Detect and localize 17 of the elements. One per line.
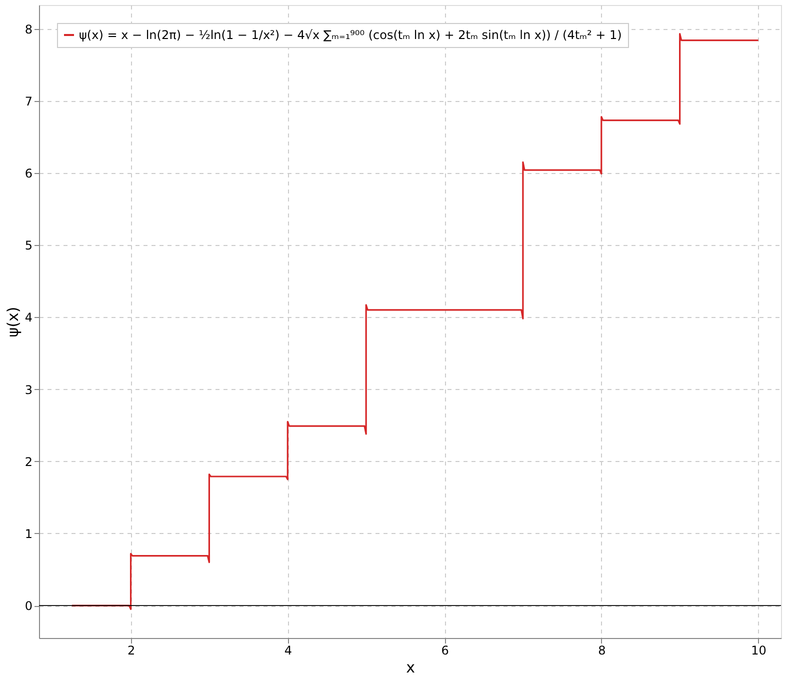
x-tick-label: 4 — [284, 644, 292, 658]
y-tick-label: 0 — [24, 599, 32, 614]
y-tick-label: 3 — [24, 382, 32, 397]
y-tick-label: 7 — [24, 94, 32, 108]
x-tick-label: 2 — [127, 644, 136, 658]
y-tick-label: 4 — [24, 310, 32, 325]
x-tick-label: 6 — [441, 644, 449, 658]
y-tick-label: 2 — [24, 454, 32, 469]
y-tick-label: 8 — [24, 22, 32, 36]
y-tick-label: 1 — [24, 526, 32, 541]
x-axis-title: x — [406, 658, 416, 676]
x-tick-label: 10 — [751, 644, 766, 658]
legend-label: ψ(x) = x − ln(2π) − ½ln(1 − 1/x²) − 4√x ∑ₘ₌₁⁹⁰⁰ (cos(tₘ ln x) + 2tₘ sin(tₘ ln x)) / (4tₘ² + 1) — [79, 28, 622, 42]
x-tick-label: 8 — [598, 644, 606, 658]
y-axis-title: ψ(x) — [4, 306, 22, 338]
y-tick-label: 6 — [24, 166, 32, 180]
y-tick-label: 5 — [24, 238, 32, 253]
